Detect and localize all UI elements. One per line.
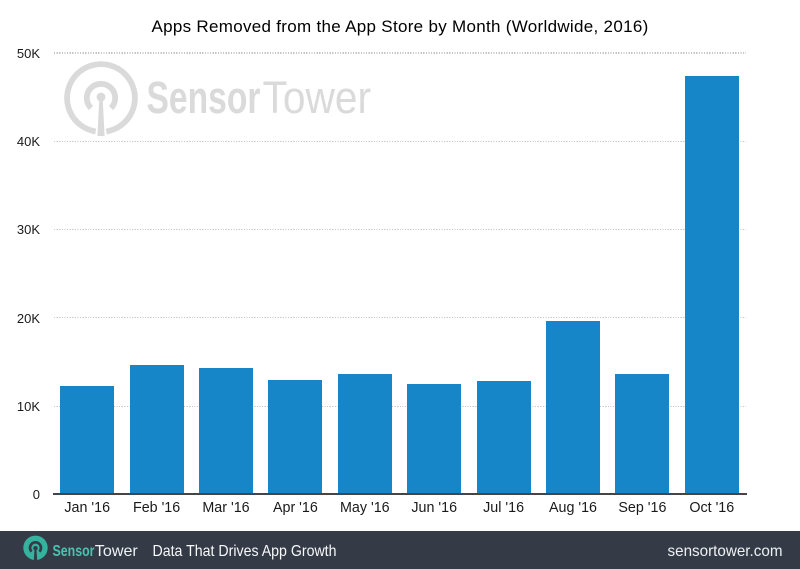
svg-text:Tower: Tower	[263, 72, 372, 123]
svg-text:Sensor: Sensor	[147, 72, 261, 123]
svg-text:sensortower.com: sensortower.com	[668, 543, 783, 560]
svg-text:Data That Drives App Growth: Data That Drives App Growth	[153, 543, 337, 560]
svg-text:Tower: Tower	[95, 543, 139, 560]
svg-text:Sensor: Sensor	[53, 543, 95, 560]
